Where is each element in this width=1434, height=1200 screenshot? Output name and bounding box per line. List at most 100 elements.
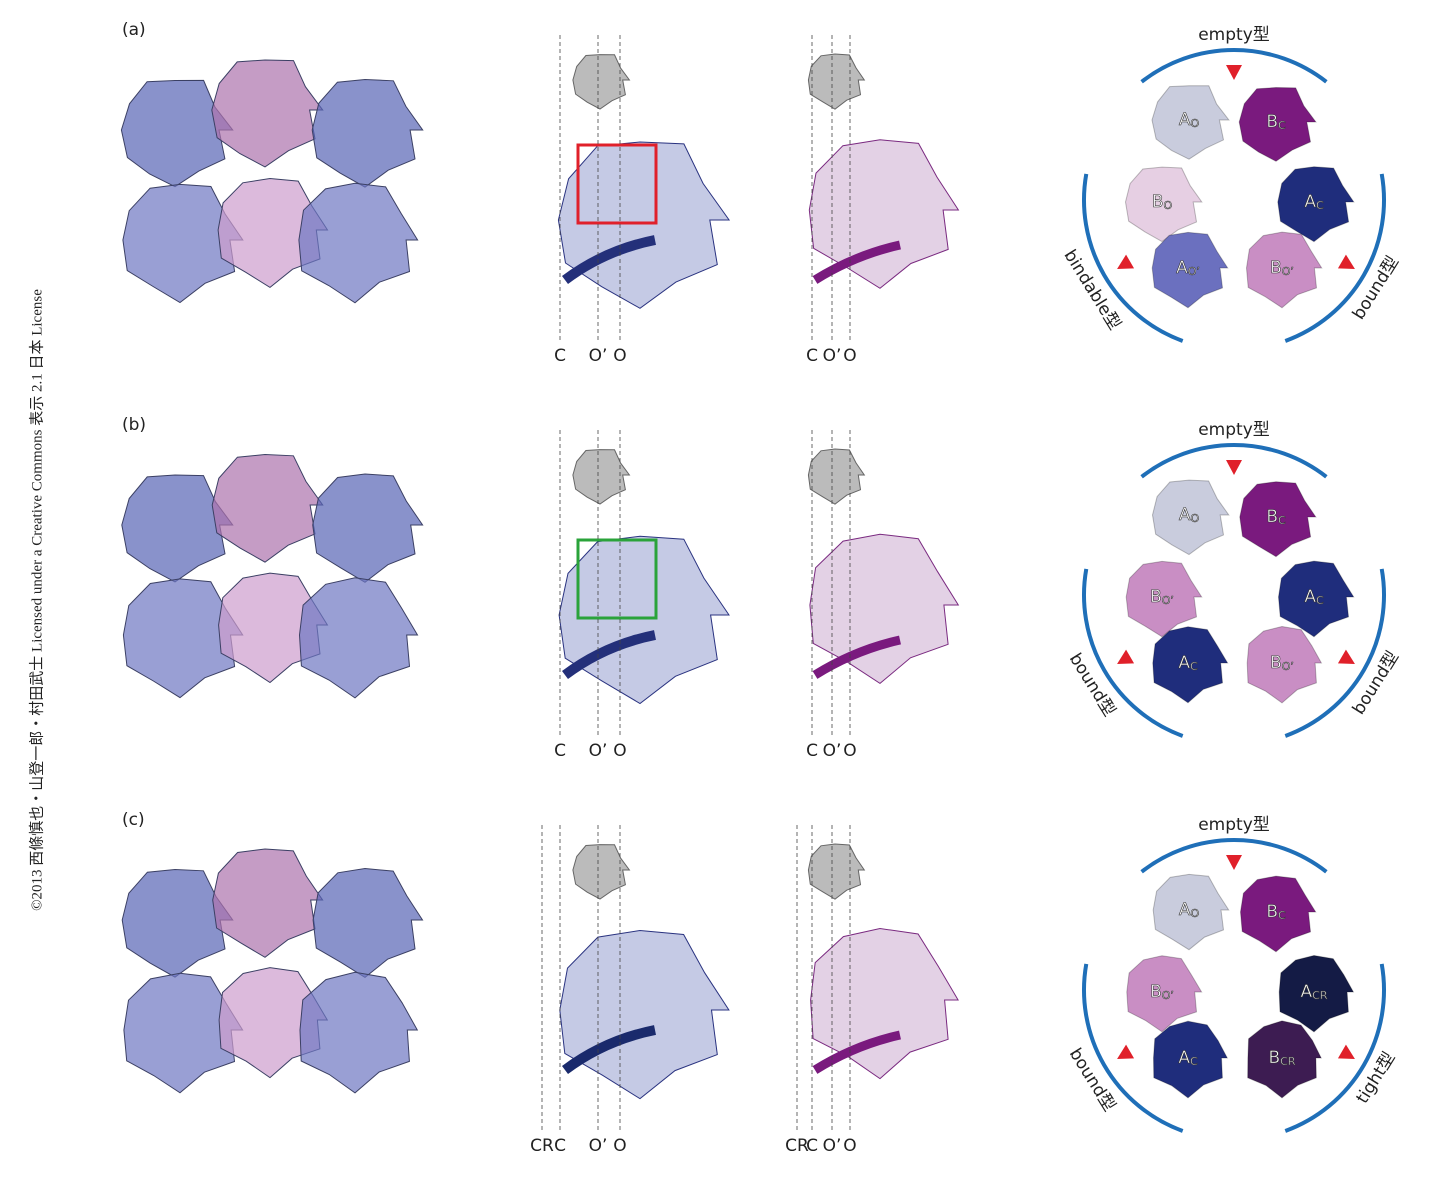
subunit-label: BO’ [1150, 982, 1174, 1002]
line-label: C [554, 346, 566, 366]
subunit-label: AO [1179, 900, 1200, 920]
subunit-name: B [1270, 258, 1282, 278]
state-marker [1117, 1044, 1135, 1059]
arc-label: empty型 [1198, 25, 1270, 45]
state-marker [1226, 65, 1242, 80]
subunit-label: AO [1179, 505, 1200, 525]
state-marker [1226, 460, 1242, 475]
panel-label: (a) [122, 20, 146, 40]
subunit-label: AO’ [1176, 258, 1200, 278]
subunit-label: AC [1304, 192, 1324, 212]
subunit-label: BC [1266, 507, 1286, 527]
subunit-label: BC [1266, 902, 1286, 922]
subunit-label: AO [1179, 110, 1200, 130]
subunit [1151, 479, 1230, 556]
protein-domain [217, 177, 329, 289]
structure-middle [557, 141, 731, 309]
subunit [1247, 1020, 1323, 1099]
structure-cap [807, 448, 866, 505]
protein-domain [211, 59, 324, 168]
highlight-box [576, 143, 658, 225]
state-marker [1337, 1044, 1355, 1059]
subunit-sub: O’ [1162, 594, 1174, 607]
credit: ©2013 西條慎也・山登一郎・村田武士 Licensed under a Cr… [27, 289, 45, 911]
subunit-label: BO’ [1270, 258, 1294, 278]
subunit-sub: C [1190, 660, 1198, 673]
subunit [1245, 231, 1323, 309]
subunit-sub: O [1190, 117, 1199, 130]
subunit [1125, 560, 1203, 638]
line-label: O’ [589, 1136, 608, 1156]
protein-domain [212, 848, 324, 958]
line-label: C [554, 741, 566, 761]
subunit-sub: O’ [1282, 265, 1294, 278]
line-label: O [613, 1136, 626, 1156]
arc-label: tight型 [1353, 1049, 1400, 1108]
line-label: O’ [589, 346, 608, 366]
subunit [1151, 231, 1229, 309]
protein-domain [311, 78, 424, 188]
structure-cap [572, 449, 631, 505]
subunit-name: A [1301, 982, 1313, 1002]
protein-domain [299, 971, 419, 1094]
state-marker [1117, 254, 1135, 269]
arc-label: bound型 [1065, 650, 1119, 720]
subunit-sub: C [1316, 199, 1324, 212]
subunit-name: B [1270, 653, 1282, 673]
protein-domain [121, 868, 234, 978]
state-marker [1226, 855, 1242, 870]
helix [812, 635, 901, 679]
subunit-name: B [1150, 982, 1162, 1002]
subunit [1277, 560, 1355, 638]
state-arc [1284, 963, 1386, 1133]
line-label: CR [530, 1136, 554, 1156]
state-arc [1140, 838, 1328, 874]
structure-overview [121, 848, 424, 1094]
line-label: O’ [589, 741, 608, 761]
subunit [1124, 166, 1203, 243]
protein-domain [298, 577, 419, 699]
subunit-sub: CR [1312, 989, 1328, 1002]
subunit [1152, 626, 1229, 704]
subunit-label: BO’ [1150, 587, 1174, 607]
subunit-name: B [1150, 587, 1162, 607]
state-marker [1337, 649, 1355, 664]
structure-middle [559, 929, 730, 1100]
subunit-name: A [1179, 505, 1191, 525]
subunit [1278, 954, 1355, 1033]
subunit-name: A [1304, 587, 1316, 607]
line-label: O’ [823, 1136, 842, 1156]
line-label: C [806, 346, 818, 366]
protein-domain [120, 79, 234, 188]
subunit-label: AC [1178, 653, 1198, 673]
subunit-label: AC [1304, 587, 1324, 607]
state-arc [1284, 568, 1386, 738]
structure-cap [807, 843, 866, 900]
arc-label: empty型 [1198, 420, 1270, 440]
structure-overview [120, 59, 424, 304]
line-label: O’ [823, 741, 842, 761]
subunit-sub: O’ [1162, 989, 1174, 1002]
helix [562, 630, 656, 680]
subunit-label: BC [1266, 112, 1286, 132]
line-label: C [554, 1136, 566, 1156]
subunit-sub: CR [1280, 1055, 1296, 1068]
subunit-sub: C [1278, 514, 1286, 527]
subunit-sub: O [1190, 907, 1199, 920]
subunit-name: A [1304, 192, 1316, 212]
state-marker [1117, 649, 1135, 664]
protein-domain [218, 967, 329, 1079]
subunit-name: A [1178, 653, 1190, 673]
state-marker [1337, 254, 1355, 269]
arc-label: empty型 [1198, 815, 1270, 835]
line-label: O [843, 346, 856, 366]
helix [812, 1030, 901, 1074]
subunit-sub: C [1278, 909, 1286, 922]
subunit-label: BO’ [1270, 653, 1294, 673]
structure-cap [572, 54, 631, 110]
protein-domain [312, 473, 424, 583]
subunit-name: A [1179, 900, 1191, 920]
subunit-name: A [1176, 258, 1188, 278]
helix [812, 240, 901, 284]
